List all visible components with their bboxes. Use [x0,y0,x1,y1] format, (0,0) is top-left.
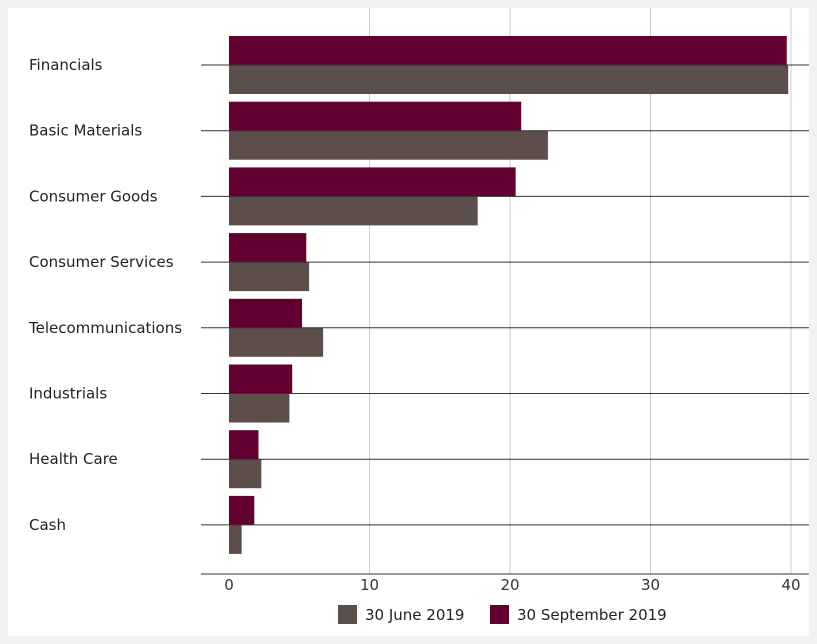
x-tick-label: 10 [360,576,379,594]
bar-consumer-goods-sep-2019 [229,167,516,197]
bar-financials-jun-2019 [229,65,789,94]
legend-label: 30 June 2019 [365,606,464,624]
bar-financials-sep-2019 [229,36,787,65]
legend-swatch [338,605,357,624]
category-label: Industrials [29,385,107,403]
x-tick-label: 20 [500,576,519,594]
bar-telecommunications-jun-2019 [229,327,324,357]
bar-consumer-services-sep-2019 [229,233,307,263]
category-label: Financials [29,56,103,74]
category-label: Consumer Goods [29,187,158,205]
category-label: Basic Materials [29,122,142,140]
chart-area: Financials Basic Materials Consumer Goods C… [8,8,809,636]
x-tick-label: 40 [781,576,800,594]
bar-health-care-sep-2019 [229,430,259,460]
bar-industrials-sep-2019 [229,364,293,394]
category-label: Telecommunications [28,319,182,337]
bar-telecommunications-sep-2019 [229,298,303,328]
legend-label: 30 September 2019 [517,606,667,624]
bar-cash-jun-2019 [229,524,242,554]
bar-basic-materials-sep-2019 [229,101,522,131]
bar-health-care-jun-2019 [229,459,262,489]
category-label: Health Care [29,450,118,468]
x-tick-label: 0 [224,576,234,594]
category-label: Consumer Services [29,253,174,271]
bar-cash-sep-2019 [229,495,255,525]
bar-chart: Financials Basic Materials Consumer Goods C… [28,8,809,624]
bar-industrials-jun-2019 [229,393,290,423]
x-tick-label: 30 [641,576,660,594]
legend-swatch [490,605,509,624]
category-label: Cash [29,516,66,534]
bar-basic-materials-jun-2019 [229,130,548,160]
bar-consumer-goods-jun-2019 [229,196,478,226]
bar-consumer-services-jun-2019 [229,262,310,292]
